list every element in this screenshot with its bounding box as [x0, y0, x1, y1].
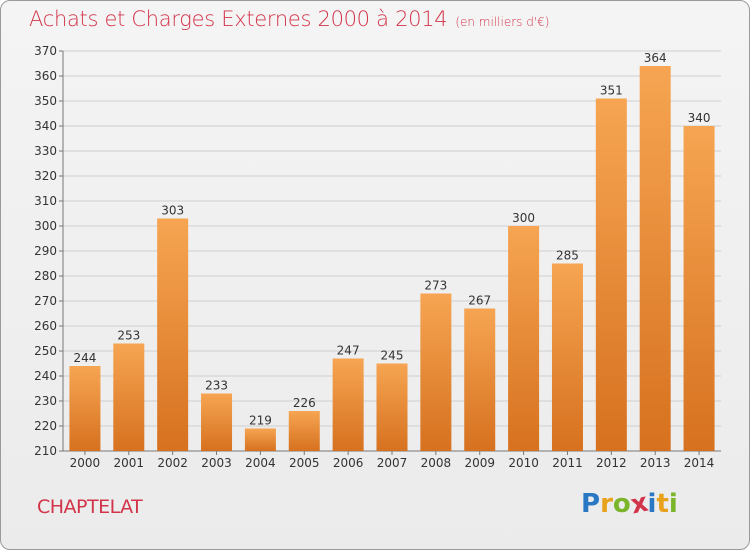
data-label: 267: [468, 294, 491, 308]
y-tick-label: 230: [34, 394, 57, 408]
y-tick-label: 240: [34, 369, 57, 383]
logo-letter: P: [581, 489, 601, 519]
x-tick-label: 2002: [157, 456, 188, 470]
y-tick-label: 290: [34, 244, 57, 258]
bar-2013: [639, 66, 671, 451]
chart-title: Achats et Charges Externes 2000 à 2014 (e…: [29, 7, 549, 37]
bar-2010: [508, 226, 540, 451]
x-tick-label: 2012: [596, 456, 627, 470]
logo-letter: o: [612, 489, 631, 519]
bar-2001: [113, 343, 145, 451]
x-tick-label: 2010: [508, 456, 539, 470]
bar-2006: [332, 358, 364, 451]
y-tick-label: 350: [34, 94, 57, 108]
bar-2014: [683, 126, 715, 451]
data-label: 253: [117, 329, 140, 343]
y-tick-label: 220: [34, 419, 57, 433]
y-tick-label: 280: [34, 269, 57, 283]
y-tick-labels: 210 220 230 240 250 260 270 280 290 300 310 320 330 3…: [34, 44, 57, 458]
y-tick-label: 360: [34, 69, 57, 83]
x-tick-label: 2013: [640, 456, 671, 470]
data-label: 273: [424, 279, 447, 293]
bar-2005: [288, 411, 320, 451]
bar-2008: [420, 293, 452, 451]
x-tick-label: 2008: [421, 456, 452, 470]
chart-unit-label: (en milliers d'€): [455, 15, 550, 29]
logo-letter: t: [656, 489, 669, 519]
data-label: 300: [512, 211, 535, 225]
bar-2009: [464, 308, 496, 451]
bar-2002: [157, 218, 189, 451]
y-tick-label: 300: [34, 219, 57, 233]
bar-2000: [69, 366, 101, 451]
data-label: 219: [249, 414, 272, 428]
data-label: 247: [337, 344, 360, 358]
y-tick-label: 320: [34, 169, 57, 183]
y-tick-label: 210: [34, 444, 57, 458]
y-tick-label: 270: [34, 294, 57, 308]
x-tick-label: 2014: [684, 456, 715, 470]
y-tick-label: 260: [34, 319, 57, 333]
x-tick-label: 2007: [377, 456, 408, 470]
bar-2004: [244, 428, 276, 451]
chart-title-text: Achats et Charges Externes 2000 à 2014: [29, 7, 448, 31]
bars: [69, 66, 715, 451]
x-tick-label: 2001: [114, 456, 145, 470]
commune-name: CHAPTELAT: [37, 496, 143, 518]
y-tick-label: 310: [34, 194, 57, 208]
bar-2007: [376, 363, 408, 451]
x-tick-labels: 2000 2001 2002 2003 2004 2005 2006 2007 2008 2009…: [70, 451, 715, 470]
y-tick-label: 250: [34, 344, 57, 358]
x-tick-label: 2006: [333, 456, 364, 470]
data-label: 285: [556, 249, 579, 263]
logo-letter: i: [668, 489, 678, 519]
data-label: 244: [73, 351, 96, 365]
data-label: 245: [381, 349, 404, 363]
x-tick-label: 2011: [552, 456, 583, 470]
bar-2012: [595, 98, 627, 451]
x-tick-label: 2005: [289, 456, 320, 470]
data-label: 340: [688, 111, 711, 125]
logo-letter: r: [600, 489, 613, 519]
x-tick-label: 2004: [245, 456, 276, 470]
data-label: 351: [600, 84, 623, 98]
x-tick-label: 2009: [464, 456, 495, 470]
x-tick-label: 2000: [70, 456, 101, 470]
data-label: 364: [644, 51, 667, 65]
data-label: 233: [205, 379, 228, 393]
data-labels: 244 253 303 233 219 226 247 245 273 267 300 285 351 3…: [73, 51, 710, 428]
bar-2003: [201, 393, 233, 451]
data-label: 303: [161, 204, 184, 218]
y-tick-label: 340: [34, 119, 57, 133]
x-tick-label: 2003: [201, 456, 232, 470]
logo-letter: i: [647, 489, 657, 519]
proxiti-logo[interactable]: Proxiti: [581, 488, 678, 521]
data-label: 226: [293, 396, 316, 410]
y-tick-label: 370: [34, 44, 57, 58]
bar-2011: [551, 263, 583, 451]
y-tick-label: 330: [34, 144, 57, 158]
